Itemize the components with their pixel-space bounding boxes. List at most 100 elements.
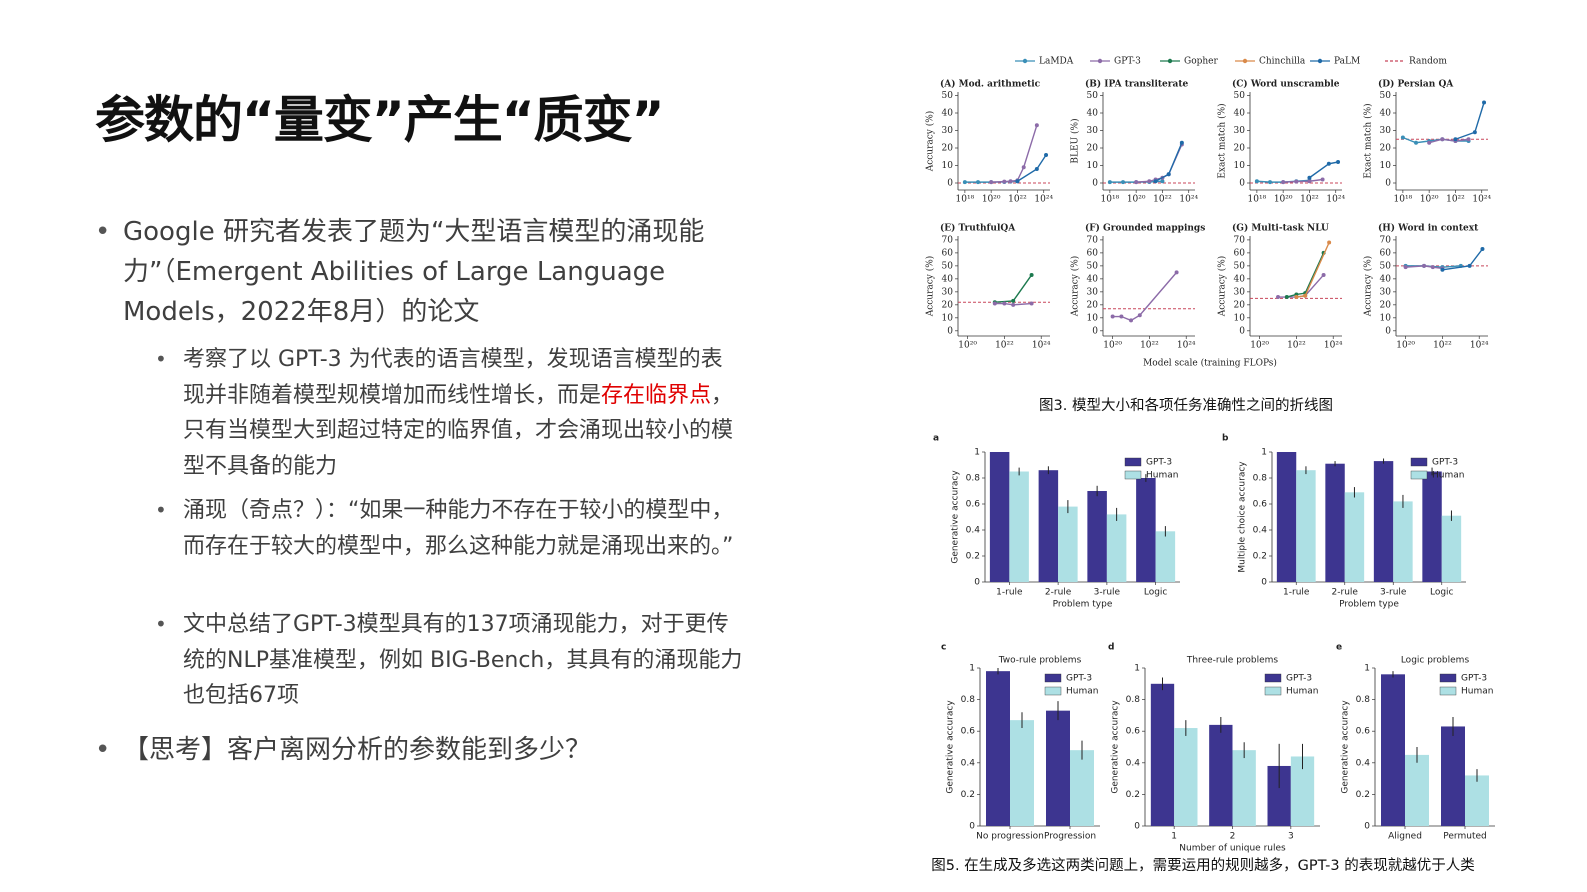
- highlight-span: 存在临界点: [601, 382, 712, 408]
- bar: [1136, 478, 1156, 582]
- data-point: [1294, 179, 1299, 184]
- legend-label: Gopher: [1184, 57, 1218, 67]
- y-tick-label: 10: [1380, 161, 1392, 171]
- y-tick-label: 0.6: [1356, 727, 1371, 737]
- x-tick-label: 10²⁰: [1103, 341, 1122, 351]
- bullet: 【思考】客户离网分析的参数能到多少？: [123, 735, 592, 765]
- data-point: [962, 180, 967, 185]
- panel-letter: a: [933, 434, 939, 444]
- y-axis-label: Generative accuracy: [951, 470, 961, 564]
- y-tick-label: 0: [974, 578, 980, 588]
- panel-title: (D) Persian QA: [1378, 79, 1454, 90]
- y-tick-label: 0.6: [1253, 500, 1268, 510]
- data-point: [1166, 172, 1171, 177]
- legend-label: GPT-3: [1066, 674, 1092, 684]
- x-tick-label: 10²²: [995, 341, 1014, 351]
- y-tick-label: 0.4: [1126, 758, 1141, 768]
- y-tick-label: 30: [942, 287, 954, 297]
- bullet-dot: •: [95, 735, 111, 765]
- bar: [1070, 750, 1094, 826]
- data-point: [1160, 179, 1165, 184]
- panel-title: Three-rule problems: [1186, 656, 1279, 666]
- data-point: [1321, 272, 1326, 277]
- legend-label: Human: [1432, 471, 1464, 481]
- legend-marker: [1022, 58, 1028, 64]
- data-point: [1326, 161, 1331, 166]
- legend-swatch: [1410, 457, 1428, 467]
- bar: [1290, 756, 1315, 826]
- legend-label: Human: [1146, 471, 1178, 481]
- x-tick-label: 10²²: [1153, 195, 1172, 205]
- legend-marker: [1167, 58, 1173, 64]
- panel-title: (G) Multi-task NLU: [1232, 223, 1329, 234]
- data-point: [1029, 272, 1034, 277]
- y-tick-label: 0.8: [966, 474, 981, 484]
- data-point: [1002, 301, 1007, 306]
- x-tick-label: Permuted: [1443, 832, 1486, 842]
- data-point: [1174, 270, 1179, 275]
- y-tick-label: 50: [942, 261, 954, 271]
- bar: [1087, 491, 1107, 582]
- y-tick-label: 20: [1234, 300, 1246, 310]
- y-tick-label: 20: [942, 144, 954, 154]
- x-tick-label: 3-rule: [1380, 588, 1407, 598]
- series-line: [1112, 271, 1178, 322]
- y-tick-label: 40: [1234, 109, 1246, 119]
- data-point: [1400, 135, 1405, 140]
- y-tick-label: 0: [1092, 179, 1098, 189]
- y-tick-label: 10: [1234, 313, 1246, 323]
- data-point: [1307, 179, 1312, 184]
- data-point: [1044, 153, 1049, 157]
- y-tick-label: 0.8: [1356, 695, 1371, 705]
- data-point: [1453, 137, 1458, 142]
- panel-title: (C) Word unscramble: [1232, 79, 1340, 90]
- sub-bullet: 考察了以 GPT-3 为代表的语言模型，发现语言模型的表现并非随着模型规模增加而…: [183, 342, 743, 484]
- y-tick-label: 0: [947, 326, 953, 336]
- panel-title: (A) Mod. arithmetic: [940, 79, 1041, 90]
- bar: [1465, 775, 1489, 826]
- y-axis-label: Generative accuracy: [1341, 700, 1351, 794]
- data-point: [1015, 179, 1020, 184]
- data-point: [1320, 177, 1325, 182]
- data-point: [1440, 267, 1445, 272]
- data-point: [1034, 123, 1039, 128]
- data-point: [1403, 265, 1408, 270]
- y-tick-label: 60: [1234, 248, 1246, 258]
- y-tick-label: 0: [1134, 822, 1140, 832]
- panel-title: (H) Word in context: [1378, 223, 1479, 234]
- bar: [989, 452, 1010, 582]
- y-tick-label: 0.6: [966, 500, 981, 510]
- data-point: [1134, 180, 1139, 185]
- y-tick-label: 70: [1380, 235, 1392, 245]
- data-point: [1011, 298, 1016, 303]
- panel-letter: b: [1222, 434, 1229, 444]
- legend-label: GPT-3: [1286, 674, 1312, 684]
- legend-swatch: [1439, 686, 1457, 696]
- data-point: [1307, 175, 1312, 180]
- legend-swatch: [1124, 457, 1142, 467]
- x-tick-label: 10¹⁸: [1101, 195, 1120, 205]
- bar: [1405, 754, 1429, 826]
- y-tick-label: 40: [1087, 274, 1099, 284]
- data-point: [1107, 180, 1112, 185]
- panel-title: (F) Grounded mappings: [1085, 223, 1205, 234]
- y-tick-label: 10: [942, 313, 954, 323]
- x-axis-label: Problem type: [1053, 600, 1113, 610]
- data-point: [1011, 302, 1016, 307]
- y-tick-label: 0.2: [1126, 790, 1140, 800]
- x-tick-label: 3: [1288, 832, 1294, 842]
- x-tick-label: 1: [1171, 832, 1177, 842]
- y-tick-label: 40: [1380, 274, 1392, 284]
- x-tick-label: 10²²: [1446, 195, 1465, 205]
- bullet-dot: •: [155, 347, 167, 371]
- y-tick-label: 50: [942, 91, 954, 101]
- bar: [1373, 461, 1394, 582]
- data-point: [1121, 180, 1126, 185]
- y-tick-label: 0: [1092, 326, 1098, 336]
- y-tick-label: 0.8: [1253, 474, 1268, 484]
- bar: [1038, 470, 1059, 582]
- y-tick-label: 0.2: [961, 790, 975, 800]
- y-tick-label: 50: [1380, 261, 1392, 271]
- bar: [1232, 750, 1256, 826]
